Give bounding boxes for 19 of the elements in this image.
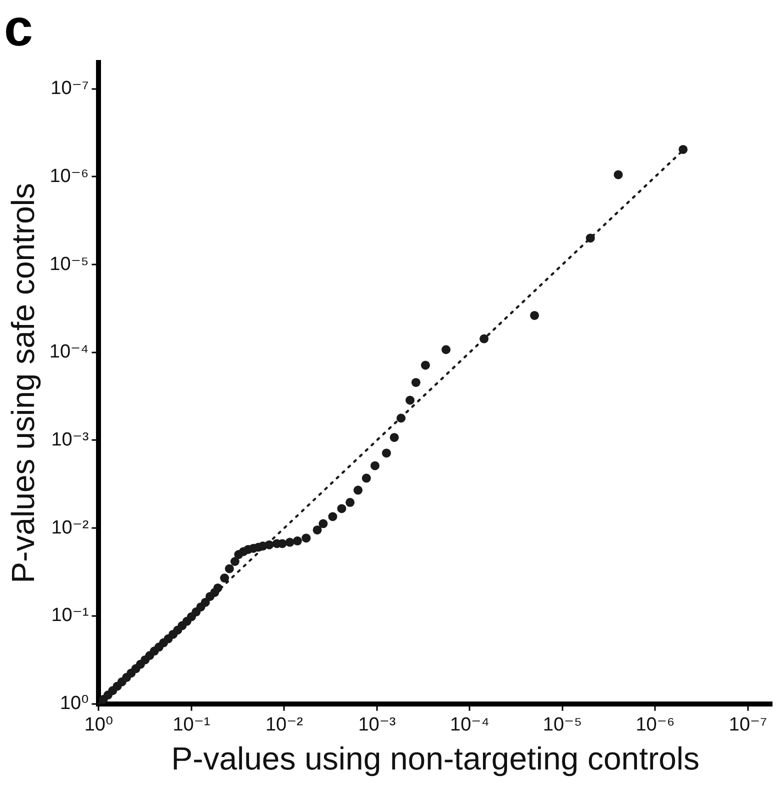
x-tick-label: 10⁻¹ [172, 714, 210, 736]
x-tick-label: 10⁻² [265, 714, 303, 736]
x-tick-label: 10⁻⁷ [728, 714, 768, 736]
y-axis-title: P-values using safe controls [5, 183, 42, 584]
x-tick-label: 10⁰ [84, 714, 114, 736]
chart-title: c [4, 0, 33, 58]
x-tick-label: 10⁻⁶ [636, 714, 675, 736]
y-tick-label: 10⁰ [60, 693, 89, 714]
x-tick-label: 10⁻⁴ [450, 714, 490, 736]
y-tick-label: 10⁻² [51, 517, 89, 538]
y-tick-label: 10⁻¹ [51, 605, 89, 626]
y-tick-label: 10⁻⁴ [49, 342, 89, 363]
y-tick-label: 10⁻⁷ [50, 78, 89, 100]
x-axis-title: P-values using non-targeting controls [171, 740, 700, 777]
x-tick-label: 10⁻³ [358, 714, 396, 736]
x-tick-label: 10⁻⁵ [542, 714, 582, 736]
y-tick-label: 10⁻³ [51, 429, 89, 450]
y-tick-label: 10⁻⁵ [50, 254, 89, 275]
y-tick-label: 10⁻⁶ [50, 166, 89, 187]
